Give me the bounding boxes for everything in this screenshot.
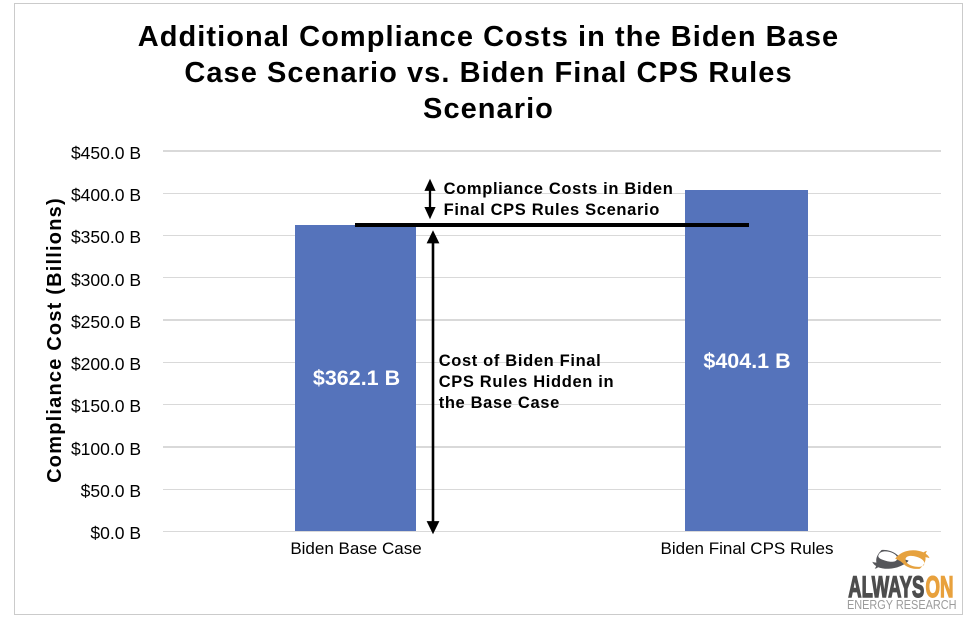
svg-text:ENERGY RESEARCH: ENERGY RESEARCH: [847, 598, 957, 612]
svg-text:ON: ON: [926, 571, 954, 604]
svg-text:ALWAYS: ALWAYS: [848, 571, 924, 604]
